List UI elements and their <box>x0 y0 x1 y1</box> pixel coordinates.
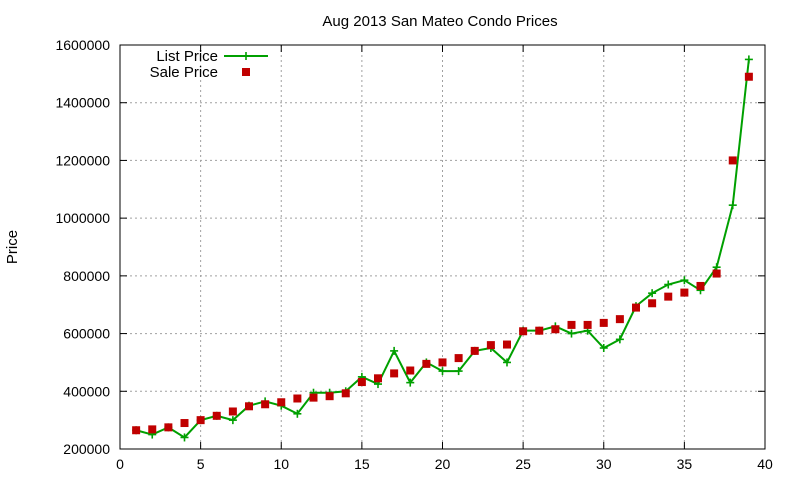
y-axis-label: Price <box>4 230 21 264</box>
list-price-point <box>615 335 624 344</box>
sale-price-point <box>519 327 528 336</box>
sale-price-point <box>454 354 463 363</box>
sale-price-point <box>680 288 689 297</box>
legend-label: Sale Price <box>150 64 218 81</box>
legend-label: List Price <box>156 48 218 65</box>
y-tick-label: 1400000 <box>55 95 110 111</box>
series-list-price <box>132 55 753 442</box>
sale-price-point <box>309 393 318 402</box>
sale-price-point <box>728 156 737 165</box>
list-price-point <box>390 346 399 355</box>
legend-entry: List Price <box>156 48 268 65</box>
list-price-point <box>567 329 576 338</box>
x-tick-label: 40 <box>757 456 773 472</box>
sale-price-point <box>632 303 640 312</box>
sale-price-point <box>535 326 544 335</box>
axis-ticks: 0 5 10 15 20 25 30 35 40 200000 400000 600000 800000… <box>55 37 773 472</box>
sale-price-point <box>374 374 382 383</box>
list-price-point <box>406 378 415 387</box>
list-price-point <box>438 367 447 376</box>
list-price-point <box>599 344 608 352</box>
list-price-point <box>454 367 463 376</box>
sale-price-point <box>664 292 673 301</box>
sale-price-point <box>277 398 286 407</box>
sale-price-point <box>242 68 250 76</box>
sale-price-point <box>164 423 173 432</box>
y-tick-label: 1600000 <box>55 37 110 53</box>
legend-entry: Sale Price <box>150 64 250 81</box>
sale-price-point <box>245 402 253 411</box>
data-series <box>132 55 753 442</box>
list-price-point <box>680 276 689 285</box>
x-tick-label: 35 <box>677 456 693 472</box>
sale-price-point <box>551 325 560 334</box>
sale-price-point <box>422 359 431 368</box>
x-tick-label: 15 <box>354 456 370 472</box>
sale-price-point <box>212 411 221 420</box>
sale-price-point <box>132 426 141 435</box>
x-tick-label: 30 <box>596 456 612 472</box>
sale-price-point <box>180 419 189 428</box>
x-tick-label: 25 <box>515 456 531 472</box>
grid-lines <box>120 45 765 449</box>
sale-price-point <box>696 281 705 290</box>
sale-price-point <box>583 320 592 329</box>
sale-price-point <box>599 318 608 327</box>
y-tick-label: 200000 <box>63 441 110 457</box>
list-price-point <box>664 280 673 289</box>
sale-price-point <box>341 389 350 398</box>
list-price-point <box>242 52 250 60</box>
list-price-point <box>228 416 237 425</box>
chart-title: Aug 2013 San Mateo Condo Prices <box>322 13 557 30</box>
sale-price-point <box>438 358 447 367</box>
x-tick-label: 5 <box>197 456 205 472</box>
y-tick-label: 1200000 <box>55 152 110 168</box>
sale-price-point <box>148 425 157 434</box>
y-tick-label: 400000 <box>63 383 110 399</box>
list-price-point <box>503 358 511 367</box>
x-tick-label: 20 <box>435 456 451 472</box>
x-tick-label: 10 <box>273 456 289 472</box>
y-tick-label: 1000000 <box>55 210 110 226</box>
sale-price-point <box>406 366 415 375</box>
list-price-point <box>648 289 657 298</box>
sale-price-point <box>261 400 270 409</box>
y-tick-label: 600000 <box>63 326 110 342</box>
sale-price-point <box>228 407 237 416</box>
x-tick-label: 0 <box>116 456 124 472</box>
sale-price-point <box>503 340 511 349</box>
list-price-point <box>744 55 753 64</box>
sale-price-point <box>357 378 366 387</box>
sale-price-point <box>648 299 657 308</box>
sale-price-point <box>390 369 399 378</box>
sale-price-point <box>470 346 479 355</box>
sale-price-point <box>567 320 576 329</box>
sale-price-point <box>712 269 721 278</box>
sale-price-point <box>196 416 205 425</box>
list-price-point <box>728 201 737 210</box>
list-price-point <box>180 433 189 442</box>
sale-price-point <box>744 72 753 81</box>
sale-price-point <box>486 341 495 350</box>
y-tick-label: 800000 <box>63 268 110 284</box>
sale-price-point <box>325 392 334 401</box>
sale-price-point <box>293 394 302 403</box>
sale-price-point <box>615 315 624 324</box>
series-sale-price <box>132 72 753 435</box>
list-price-point <box>293 409 302 418</box>
